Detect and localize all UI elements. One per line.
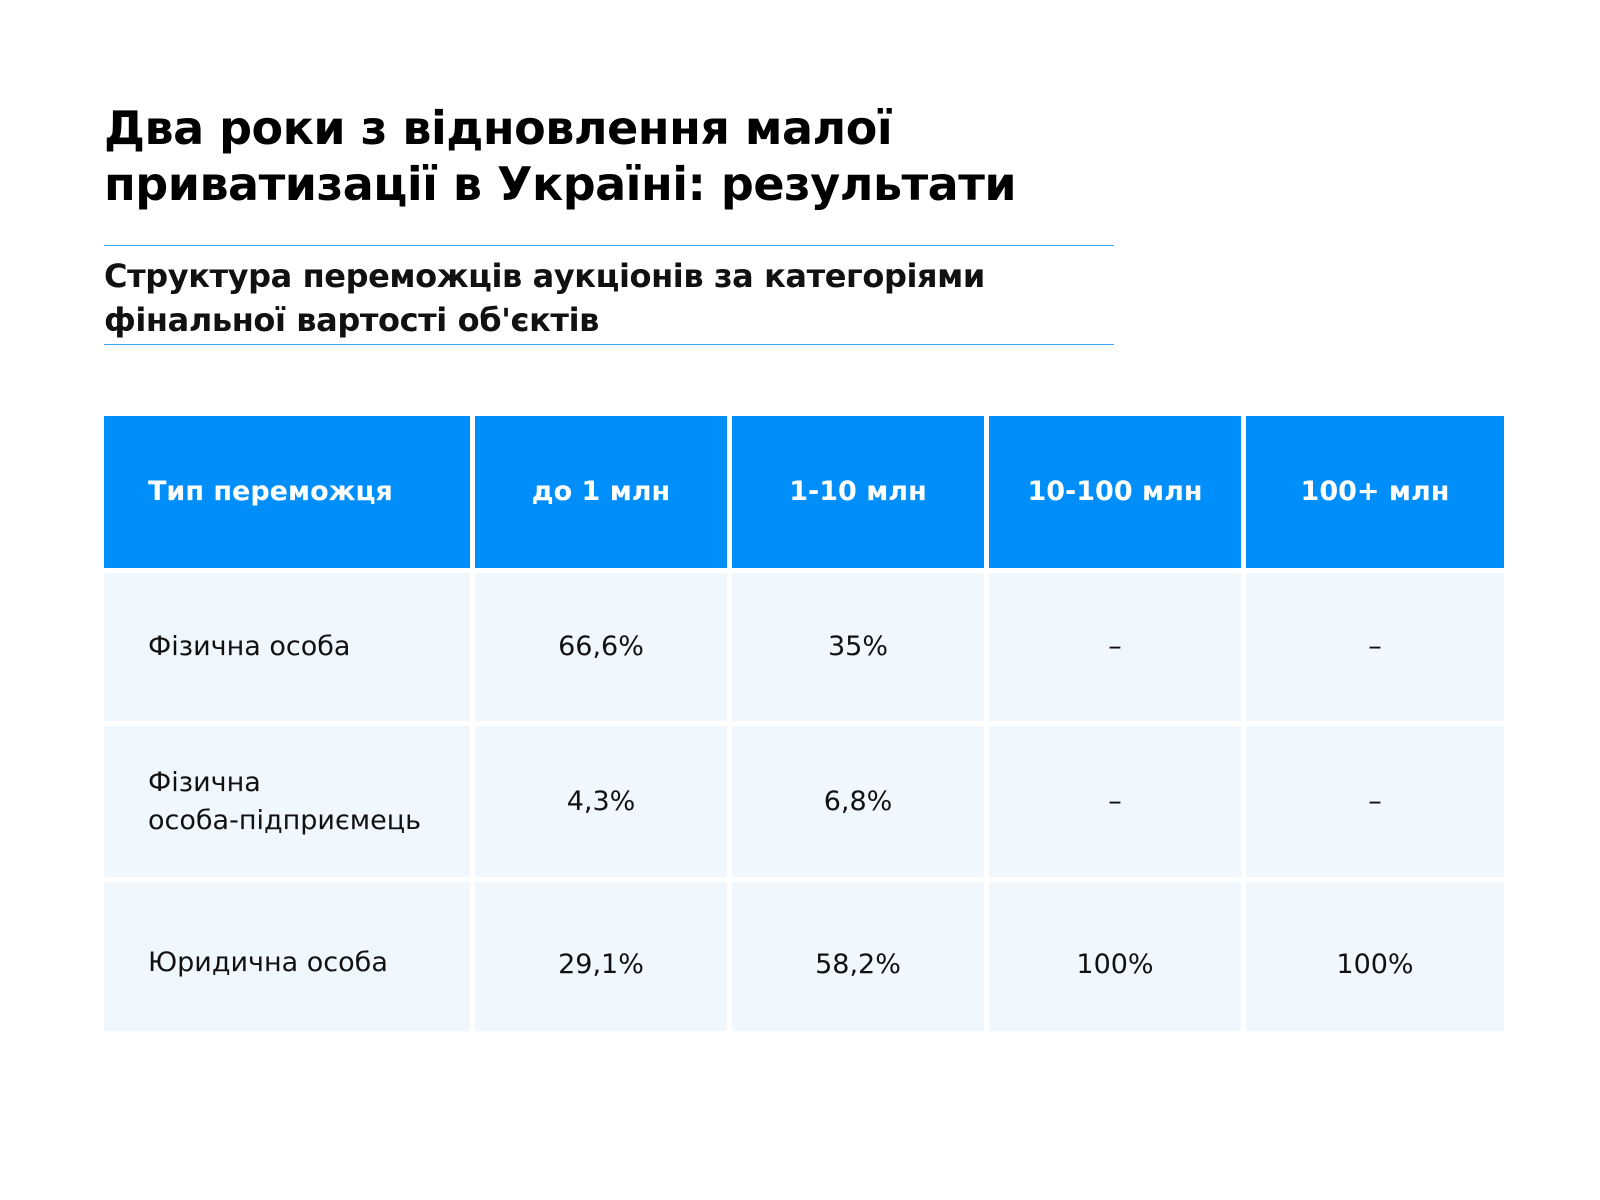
cell-individual-100m-plus: –	[1246, 573, 1504, 726]
table-header-100m-plus: 100+ млн	[1246, 416, 1504, 573]
table-header-10-100m: 10-100 млн	[989, 416, 1246, 573]
row-label-entrepreneur-text: Фізична особа-підприємець	[148, 764, 421, 840]
row-label-entrepreneur-line-2: особа-підприємець	[148, 804, 422, 836]
row-label-legal-entity: Юридична особа	[104, 882, 475, 1031]
cell-individual-10-100m: –	[989, 573, 1246, 726]
cell-entrepreneur-under-1m: 4,3%	[475, 726, 732, 882]
cell-legal-entity-100m-plus: 100%	[1246, 882, 1504, 1031]
row-label-entrepreneur: Фізична особа-підприємець	[104, 726, 475, 882]
cell-legal-entity-10-100m: 100%	[989, 882, 1246, 1031]
cell-legal-entity-under-1m: 29,1%	[475, 882, 732, 1031]
winners-table: Тип переможця до 1 млн 1-10 млн 10-100 м…	[104, 416, 1504, 1031]
page-subtitle: Структура переможців аукціонів за катего…	[104, 246, 1114, 342]
cell-entrepreneur-1-10m: 6,8%	[732, 726, 989, 882]
subtitle-block: Структура переможців аукціонів за катего…	[104, 245, 1114, 345]
cell-individual-1-10m: 35%	[732, 573, 989, 726]
table-header-winner-type: Тип переможця	[104, 416, 475, 573]
page-subtitle-line-1: Структура переможців аукціонів за катего…	[104, 257, 985, 295]
table-header-1-10m: 1-10 млн	[732, 416, 989, 573]
page-subtitle-line-2: фінальної вартості об'єктів	[104, 301, 599, 339]
cell-entrepreneur-100m-plus: –	[1246, 726, 1504, 882]
row-label-individual: Фізична особа	[104, 573, 475, 726]
page-title-line-1: Два роки з відновлення малої	[104, 101, 893, 155]
cell-individual-under-1m: 66,6%	[475, 573, 732, 726]
row-label-entrepreneur-line-1: Фізична	[148, 766, 261, 798]
page-title-line-2: приватизації в Україні: результати	[104, 157, 1017, 211]
cell-legal-entity-1-10m: 58,2%	[732, 882, 989, 1031]
cell-entrepreneur-10-100m: –	[989, 726, 1246, 882]
page-title: Два роки з відновлення малої приватизаці…	[104, 100, 1204, 212]
table-header-under-1m: до 1 млн	[475, 416, 732, 573]
